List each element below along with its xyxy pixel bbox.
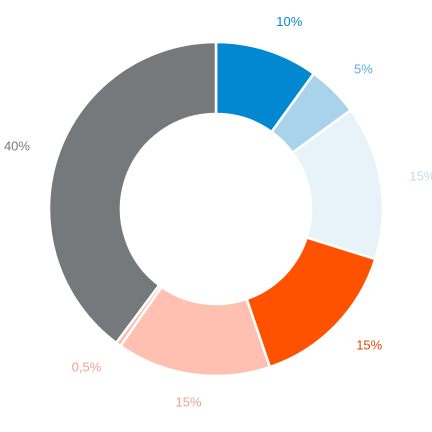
slice-label-4: 15% (356, 337, 382, 352)
donut-slices (47, 40, 385, 378)
donut-slice-7 (47, 40, 218, 345)
donut-labels: 10% 5% 15% 15% 15% 0,5% 40% (4, 14, 432, 410)
slice-label-5: 15% (176, 395, 202, 410)
slice-label-6: 0,5% (72, 359, 102, 374)
slice-label-7: 40% (4, 139, 30, 154)
slice-label-2: 5% (354, 61, 373, 76)
slice-label-3: 15% (409, 168, 432, 183)
slice-label-1: 10% (276, 14, 302, 29)
